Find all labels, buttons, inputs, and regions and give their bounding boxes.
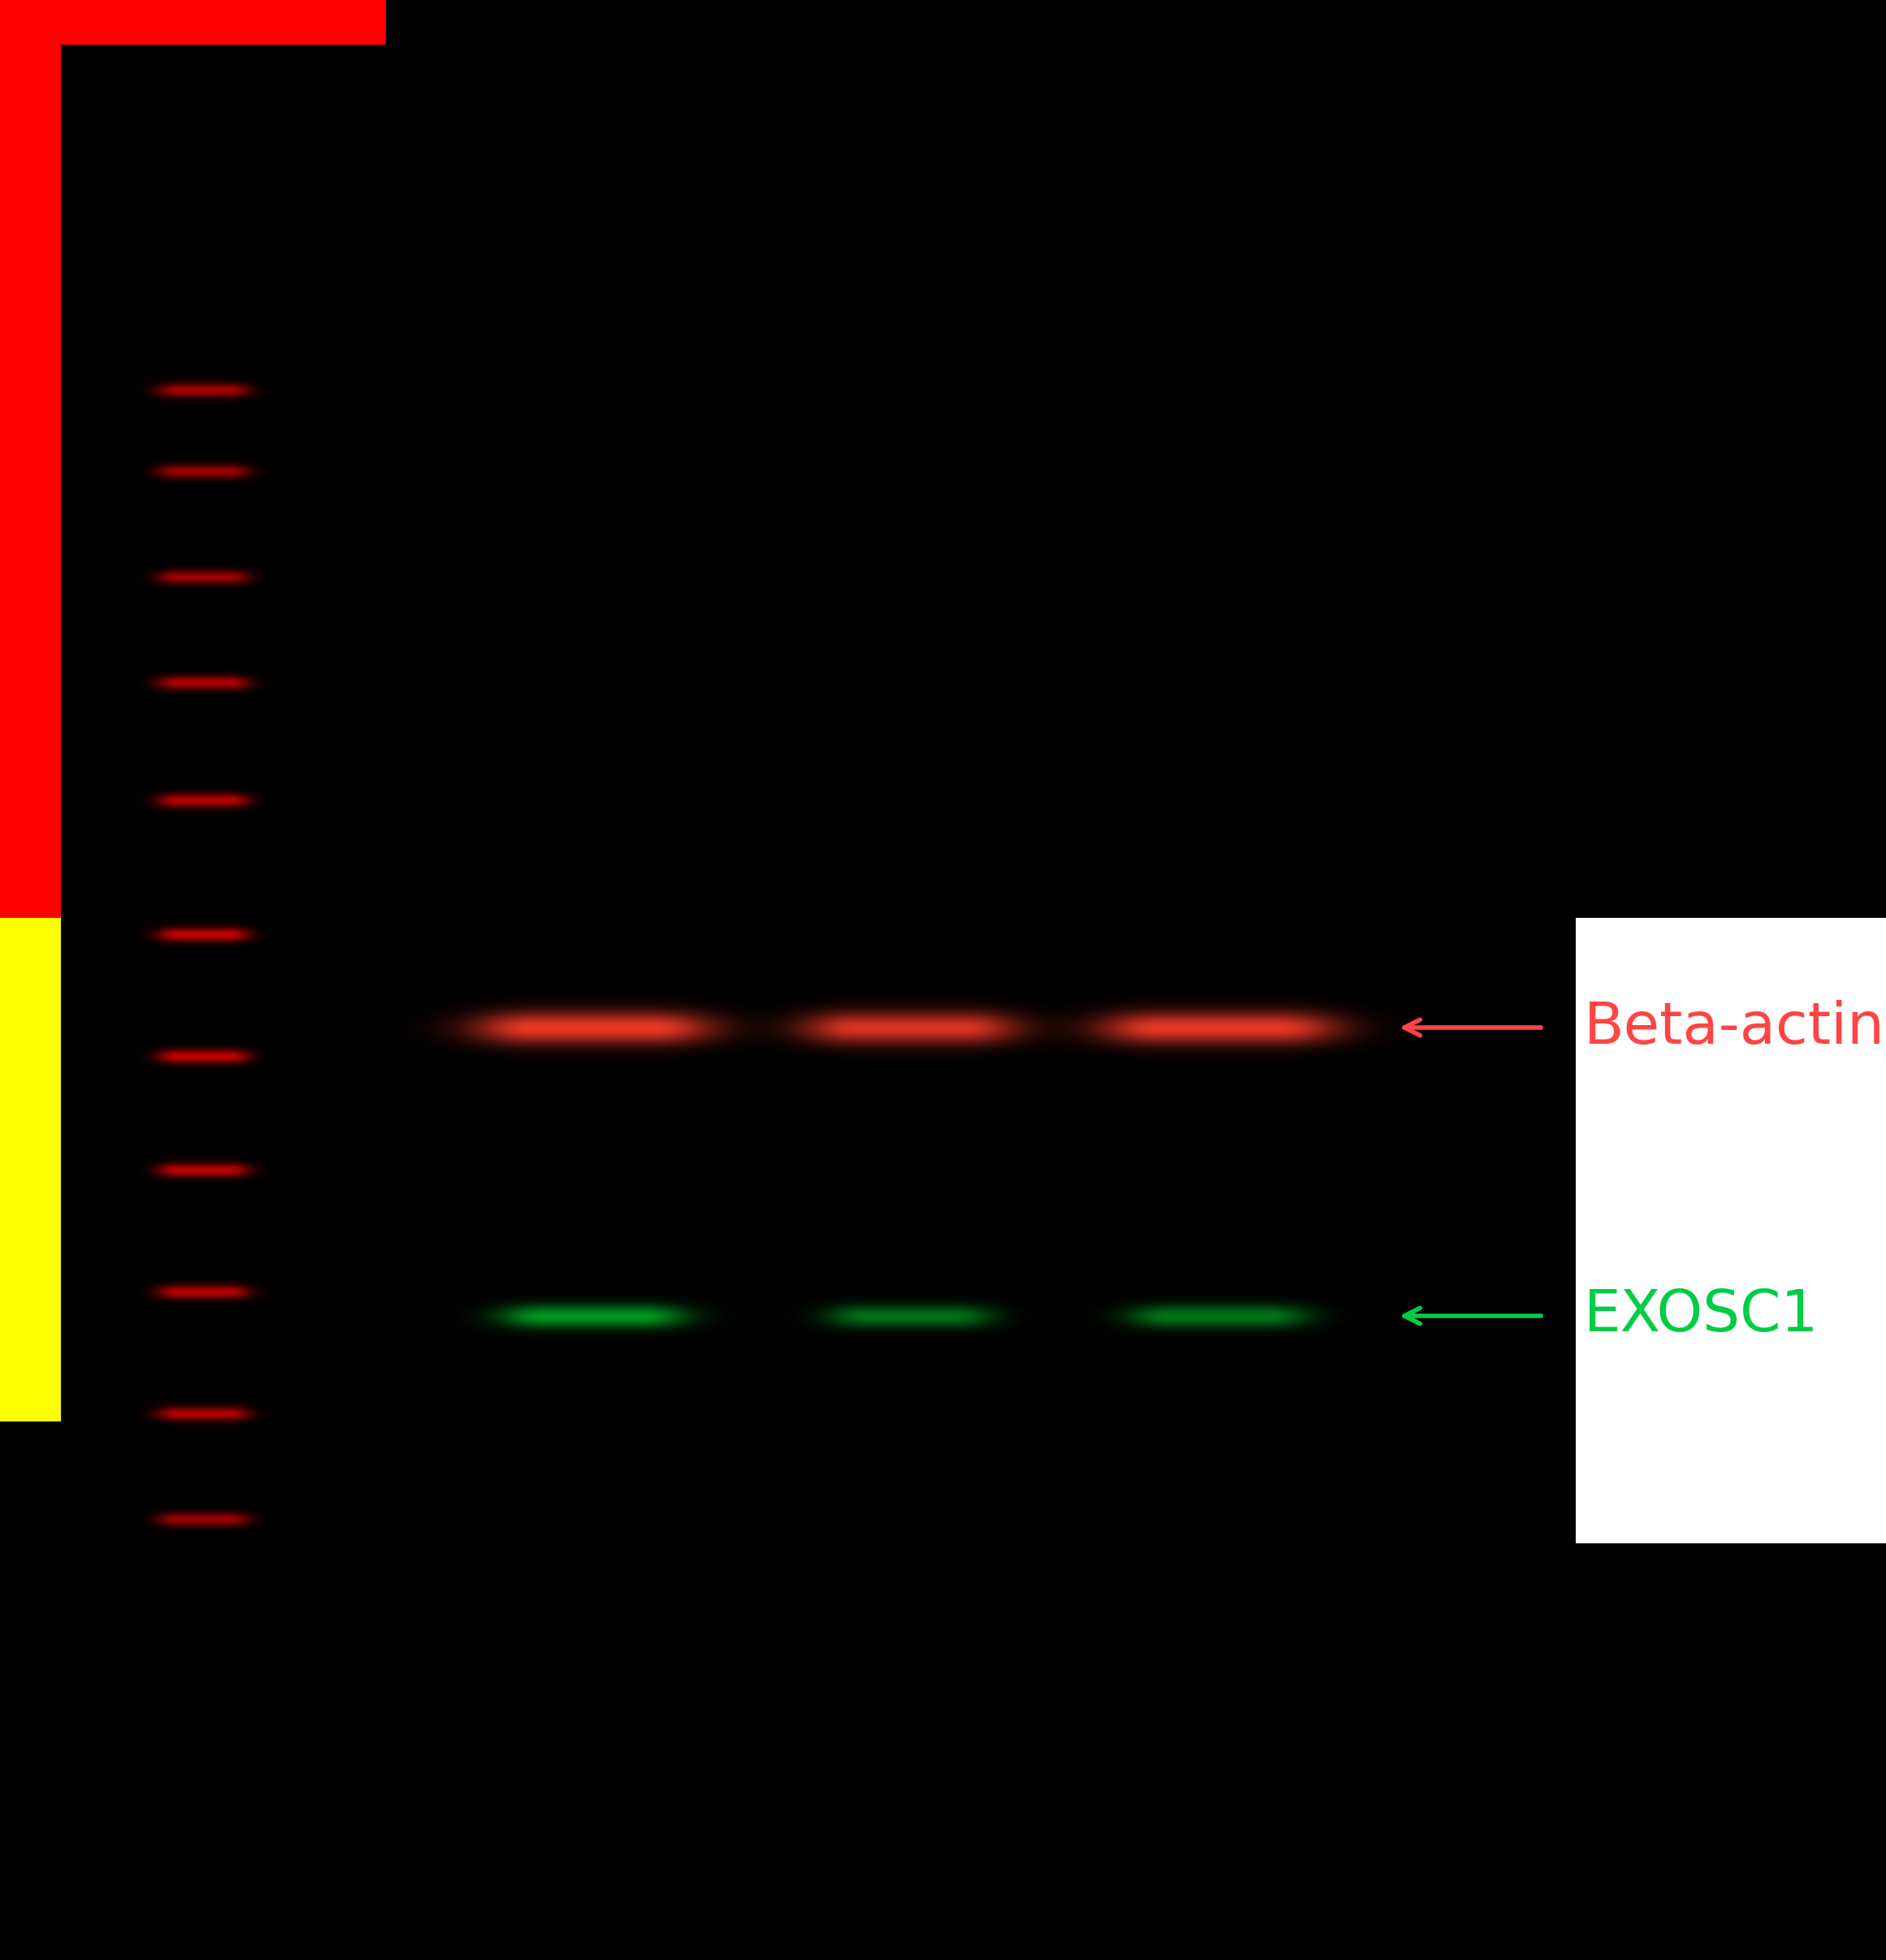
Text: EXOSC1: EXOSC1 <box>1584 1288 1818 1345</box>
Text: Beta-actin: Beta-actin <box>1584 1000 1886 1056</box>
